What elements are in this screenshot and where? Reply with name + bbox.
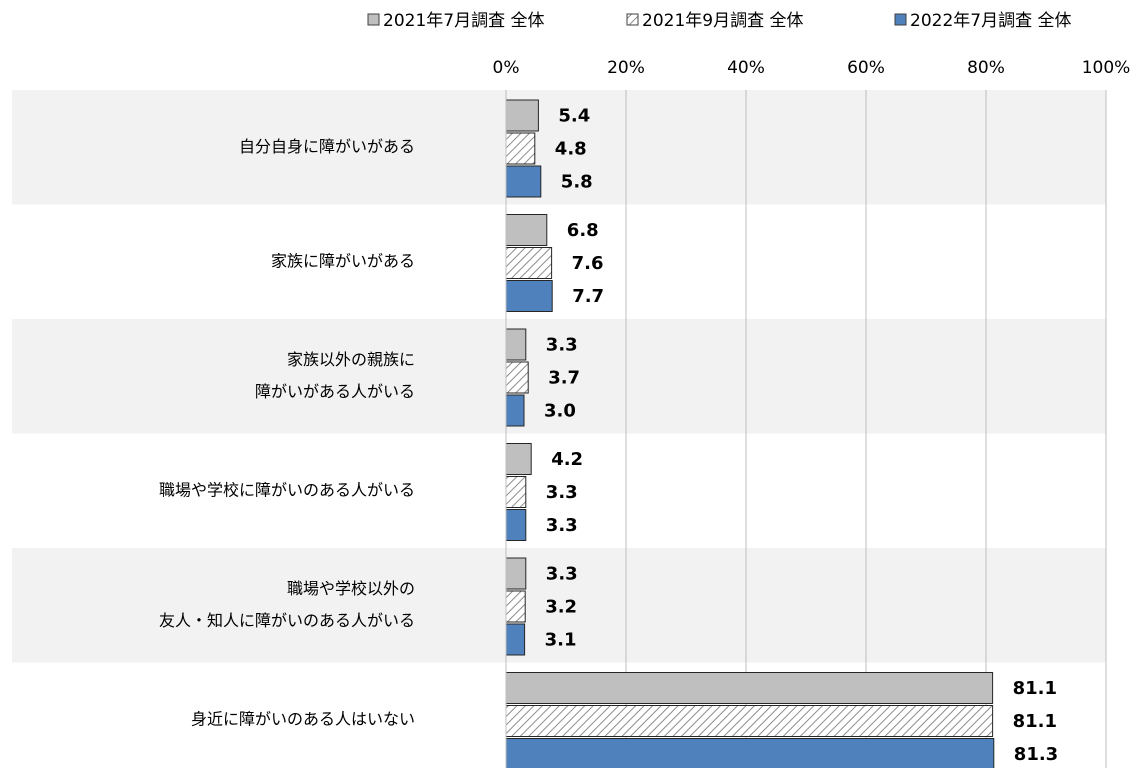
bar: [505, 328, 527, 361]
x-tick-label: 20%: [607, 58, 645, 78]
value-label: 3.3: [546, 335, 578, 356]
bar: [505, 623, 526, 656]
category-label: 友人・知人に障がいのある人がいる: [159, 611, 415, 630]
value-label: 6.8: [567, 220, 599, 241]
legend-label: 2021年9月調査 全体: [642, 11, 803, 31]
legend-label: 2021年7月調査 全体: [383, 11, 544, 31]
bar: [505, 590, 526, 623]
value-label: 81.1: [1013, 711, 1057, 732]
bar: [505, 361, 529, 394]
category-label: 職場や学校以外の: [287, 579, 415, 598]
bar: [505, 99, 539, 132]
bar: [505, 672, 994, 704]
bar: [505, 394, 525, 427]
row-band: [12, 319, 1106, 434]
value-label: 3.1: [545, 630, 577, 651]
legend-swatch: [894, 13, 907, 26]
bar: [505, 165, 542, 198]
bar: [505, 214, 548, 246]
value-label: 3.3: [546, 564, 578, 585]
legend-label: 2022年7月調査 全体: [910, 11, 1071, 31]
bar: [505, 509, 527, 541]
x-tick-label: 40%: [727, 58, 765, 78]
category-label: 身近に障がいのある人はいない: [191, 709, 415, 728]
bar: [505, 247, 553, 279]
row-band: [12, 90, 1106, 205]
value-label: 5.4: [558, 106, 590, 127]
value-label: 3.2: [545, 597, 577, 618]
category-label: 職場や学校に障がいのある人がいる: [159, 480, 415, 499]
x-tick-label: 100%: [1082, 58, 1131, 78]
category-label: 家族に障がいがある: [271, 251, 415, 270]
value-label: 4.2: [551, 449, 583, 470]
x-tick-label: 60%: [847, 58, 885, 78]
category-label: 家族以外の親族に: [287, 350, 415, 369]
legend-swatch: [626, 13, 639, 26]
bar: [505, 476, 527, 508]
category-label: 障がいがある人がいる: [255, 382, 415, 401]
value-label: 81.3: [1014, 744, 1058, 765]
value-label: 3.3: [546, 482, 578, 503]
bar: [505, 443, 532, 475]
row-band: [12, 548, 1106, 663]
value-label: 81.1: [1013, 678, 1057, 699]
bar: [505, 557, 527, 590]
category-label: 自分自身に障がいがある: [239, 137, 415, 156]
value-label: 4.8: [555, 139, 587, 160]
value-label: 3.7: [548, 368, 580, 389]
bar: [505, 738, 995, 768]
value-label: 3.3: [546, 515, 578, 536]
x-tick-label: 80%: [967, 58, 1005, 78]
bar: [505, 705, 994, 737]
value-label: 7.6: [572, 253, 604, 274]
bar: [505, 280, 553, 312]
bar: [505, 132, 536, 165]
value-label: 3.0: [544, 401, 576, 422]
value-label: 7.7: [572, 286, 604, 307]
value-label: 5.8: [561, 172, 593, 193]
x-tick-label: 0%: [493, 58, 520, 78]
legend-swatch: [367, 13, 380, 26]
